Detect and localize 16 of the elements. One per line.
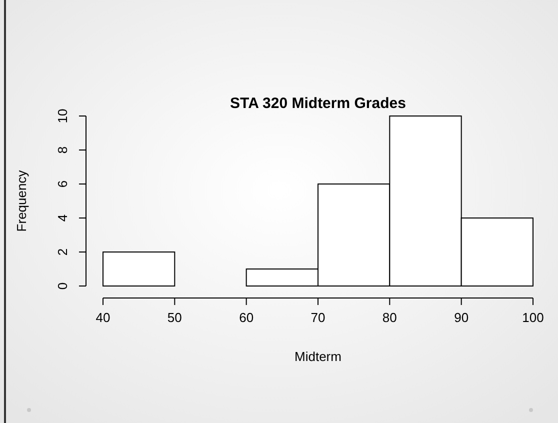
y-tick-label: 0 (55, 282, 70, 290)
y-tick-label: 2 (55, 248, 70, 256)
y-axis-title: Frequency (14, 170, 29, 232)
y-tick-label: 10 (55, 108, 70, 124)
x-tick-label: 70 (310, 310, 326, 325)
x-tick-label: 60 (239, 310, 254, 325)
x-tick-label: 80 (382, 310, 397, 325)
chart-title: STA 320 Midterm Grades (230, 95, 406, 112)
x-tick-label: 100 (522, 310, 544, 325)
y-tick-label: 6 (55, 180, 70, 188)
y-tick-label: 4 (55, 214, 70, 222)
x-axis-title: Midterm (294, 349, 342, 364)
x-tick-label: 90 (454, 310, 469, 325)
x-tick-label: 40 (96, 310, 110, 325)
y-tick-label: 8 (55, 146, 70, 154)
x-tick-label: 50 (167, 310, 182, 325)
